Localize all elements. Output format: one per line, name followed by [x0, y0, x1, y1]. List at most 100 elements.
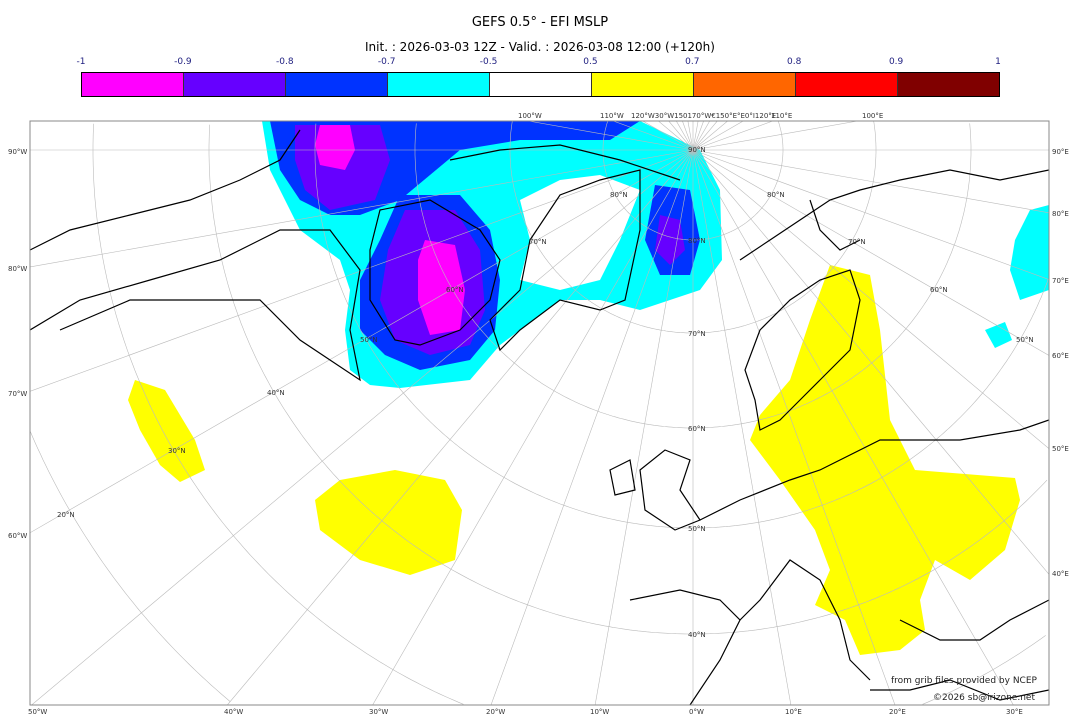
meridian-line — [528, 121, 694, 151]
meridian-line — [642, 121, 694, 151]
right-lon-label: 60°E — [1052, 352, 1069, 360]
right-lon-label: 90°E — [1052, 148, 1069, 156]
right-lon-label: 40°E — [1052, 570, 1069, 578]
left-lon-label: 60°W — [8, 532, 28, 540]
meridian-line — [692, 121, 858, 151]
lat-label: 70°N — [688, 330, 706, 338]
meridian-line — [692, 121, 699, 151]
bottom-lon-label: 50°W — [28, 708, 48, 716]
colorbar-tick-label: -1 — [76, 57, 86, 67]
latitude-circle — [314, 123, 1049, 529]
colorbar-segment — [490, 73, 592, 96]
meridian-line — [692, 149, 896, 705]
efi-yellow-region — [128, 380, 205, 482]
latitude-circle — [92, 123, 1046, 705]
colorbar-segment — [592, 73, 694, 96]
bottom-lon-label: 10°E — [785, 708, 802, 716]
lat-label: 30°N — [168, 447, 186, 455]
lat-label: 70°N — [529, 238, 547, 246]
colorbar-tick-label: 0.9 — [888, 57, 904, 67]
top-lon-label: 100°W — [518, 112, 542, 120]
top-lon-label: 100°E — [862, 112, 884, 120]
lat-label: 40°N — [267, 389, 285, 397]
colorbar-segment — [694, 73, 796, 96]
meridian-line — [692, 121, 718, 151]
colorbar-segment — [184, 73, 286, 96]
meridian-line — [658, 121, 694, 151]
colorbar-segment — [388, 73, 490, 96]
meridian-line — [30, 149, 694, 392]
meridian-line — [594, 149, 694, 705]
efi-purple-region — [655, 215, 685, 265]
left-lon-label: 80°W — [8, 265, 28, 273]
efi-cyan-region — [985, 322, 1012, 348]
latitude-circle — [602, 121, 784, 241]
efi-white-gap — [520, 175, 640, 290]
colorbar-tick-label: 1 — [995, 57, 1001, 67]
meridian-line — [227, 149, 694, 705]
map-frame — [29, 120, 1050, 706]
top-lon-label: 120°W30°W150170°W€150°E°E0°I120°E — [631, 112, 777, 120]
colorbar-tick-label: -0.8 — [275, 57, 294, 67]
lat-label: 90°N — [688, 146, 706, 154]
meridian-line — [692, 121, 704, 151]
latitude-circle — [30, 431, 231, 702]
meridian-line — [692, 149, 1049, 575]
bottom-lon-label: 30°E — [1006, 708, 1023, 716]
colorbar — [81, 72, 1000, 97]
right-lon-label: 80°E — [1052, 210, 1069, 218]
meridian-line — [692, 149, 1049, 214]
meridian-line — [687, 121, 694, 151]
efi-yellow-region — [750, 265, 1020, 655]
efi-magenta-region — [315, 125, 355, 170]
meridian-line — [692, 149, 1049, 280]
right-lon-label: 70°E — [1052, 277, 1069, 285]
colorbar-segment — [286, 73, 388, 96]
lat-label: 80°N — [610, 191, 628, 199]
top-lon-label: 110°W — [600, 112, 624, 120]
colorbar-tick-label: 0.7 — [685, 57, 700, 67]
lat-label: 80°N — [767, 191, 785, 199]
lat-label: 80°N — [688, 237, 706, 245]
bottom-lon-label: 0°W — [689, 708, 704, 716]
meridian-line — [676, 121, 694, 151]
meridian-line — [692, 121, 710, 151]
bottom-lon-label: 40°W — [224, 708, 244, 716]
meridian-line — [692, 149, 1014, 705]
bottom-lon-label: 20°W — [486, 708, 506, 716]
colorbar-segment — [82, 73, 184, 96]
latitude-circle — [509, 121, 877, 334]
lat-label: 40°N — [688, 631, 706, 639]
lat-label: 20°N — [57, 511, 75, 519]
lat-label: 50°N — [360, 336, 378, 344]
left-lon-label: 90°W — [8, 148, 28, 156]
meridian-line — [30, 149, 694, 534]
latitude-circle — [208, 124, 1048, 635]
lat-label: 70°N — [848, 238, 866, 246]
meridian-line — [372, 149, 694, 705]
bottom-lon-label: 30°W — [369, 708, 389, 716]
meridian-line — [692, 121, 728, 151]
meridian-line — [692, 149, 1049, 356]
top-lon-label: 110°E — [771, 112, 793, 120]
meridian-line — [490, 149, 694, 705]
lat-label: 60°N — [688, 425, 706, 433]
meridian-line — [692, 121, 744, 151]
colorbar-segment — [796, 73, 898, 96]
colorbar-tick-label: 0.8 — [787, 57, 802, 67]
meridian-line — [682, 121, 694, 151]
meridian-line — [613, 121, 694, 151]
meridian-line — [668, 121, 694, 151]
meridian-line — [31, 149, 694, 705]
colorbar-tick-label: -0.9 — [174, 57, 192, 67]
efi-magenta-region — [418, 240, 465, 335]
meridian-line — [692, 149, 792, 705]
colorbar-tick-label: -0.7 — [377, 57, 396, 67]
graticule — [30, 121, 1049, 705]
right-lon-label: 50°E — [1052, 445, 1069, 453]
coastlines — [30, 129, 1049, 705]
bottom-lon-label: 20°E — [889, 708, 906, 716]
credit-ncep: from grib files provided by NCEP — [891, 676, 1037, 686]
